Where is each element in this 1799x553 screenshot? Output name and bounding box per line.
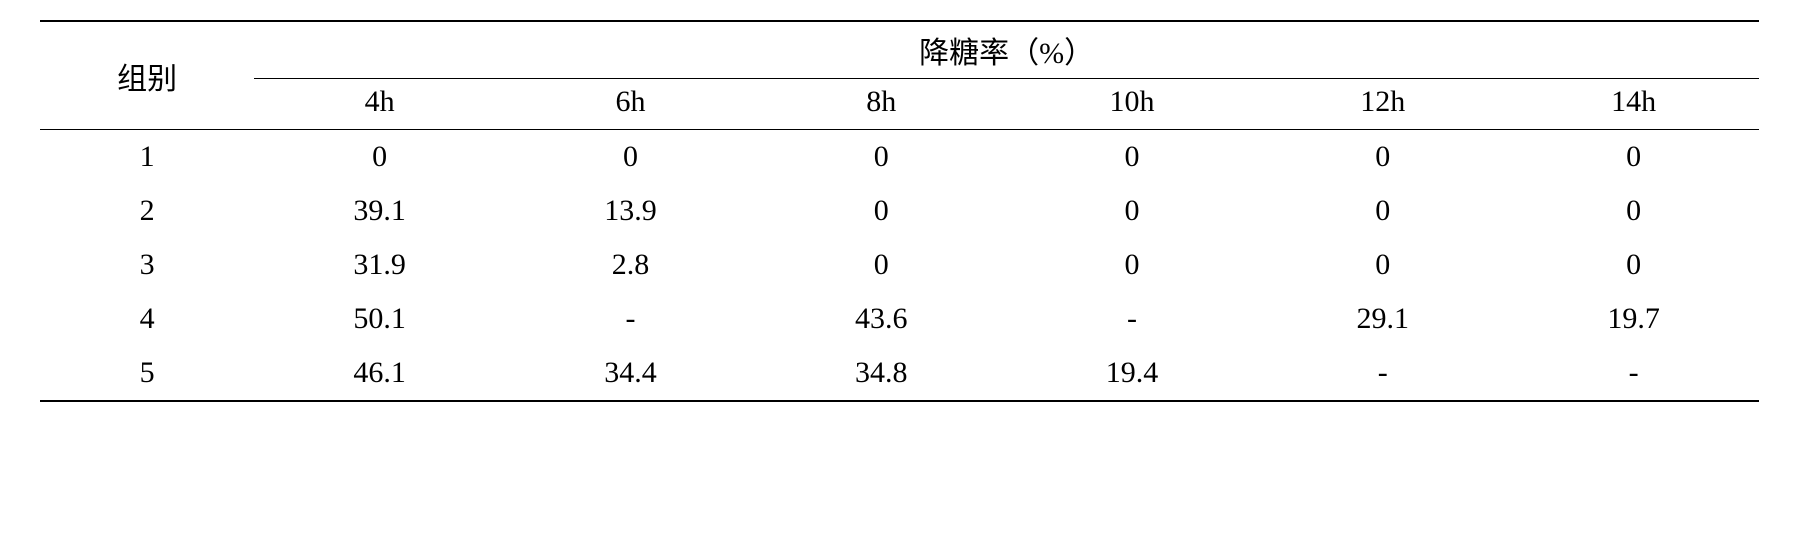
group-header: 组别 [40,21,254,130]
data-cell: 29.1 [1257,292,1508,346]
data-cell: 0 [1508,238,1759,292]
data-cell: 46.1 [254,346,505,401]
data-cell: - [1508,346,1759,401]
time-header-4: 12h [1257,79,1508,130]
data-cell: 2.8 [505,238,756,292]
time-header-3: 10h [1007,79,1258,130]
data-cell: 0 [505,130,756,185]
data-cell: - [1257,346,1508,401]
rate-header: 降糖率（%） [254,21,1759,79]
data-cell: 34.8 [756,346,1007,401]
data-cell: 0 [1007,184,1258,238]
data-cell: 0 [1508,184,1759,238]
data-cell: 0 [1257,238,1508,292]
time-header-1: 6h [505,79,756,130]
data-cell: 0 [1007,130,1258,185]
data-cell: 19.4 [1007,346,1258,401]
time-header-5: 14h [1508,79,1759,130]
data-cell: 0 [1257,130,1508,185]
data-cell: 13.9 [505,184,756,238]
data-cell: 0 [1257,184,1508,238]
data-cell: 31.9 [254,238,505,292]
data-cell: 39.1 [254,184,505,238]
data-cell: 0 [1508,130,1759,185]
data-table: 组别 降糖率（%） 4h 6h 8h 10h 12h 14h 1 0 0 0 0… [40,20,1759,402]
table-row: 2 39.1 13.9 0 0 0 0 [40,184,1759,238]
table-row: 5 46.1 34.4 34.8 19.4 - - [40,346,1759,401]
data-cell: 0 [756,184,1007,238]
data-cell: 43.6 [756,292,1007,346]
table-row: 4 50.1 - 43.6 - 29.1 19.7 [40,292,1759,346]
data-cell: 34.4 [505,346,756,401]
table-row: 3 31.9 2.8 0 0 0 0 [40,238,1759,292]
time-header-2: 8h [756,79,1007,130]
time-header-0: 4h [254,79,505,130]
row-label: 4 [40,292,254,346]
data-cell: - [505,292,756,346]
data-cell: 0 [254,130,505,185]
data-cell: 50.1 [254,292,505,346]
row-label: 2 [40,184,254,238]
data-cell: 19.7 [1508,292,1759,346]
row-label: 1 [40,130,254,185]
data-cell: 0 [1007,238,1258,292]
row-label: 5 [40,346,254,401]
row-label: 3 [40,238,254,292]
data-cell: 0 [756,130,1007,185]
table-row: 1 0 0 0 0 0 0 [40,130,1759,185]
data-cell: 0 [756,238,1007,292]
data-cell: - [1007,292,1258,346]
